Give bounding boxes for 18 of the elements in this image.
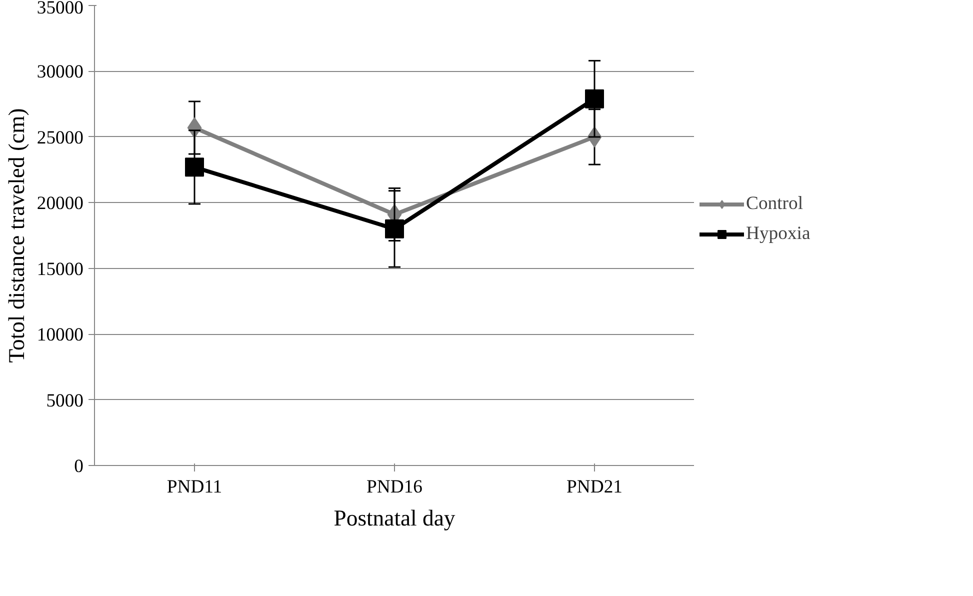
- point: [385, 219, 404, 238]
- y-tick-label: 0: [74, 456, 84, 477]
- legend-label: Control: [746, 192, 804, 214]
- point: [585, 89, 604, 108]
- y-tick-label: 20000: [36, 193, 84, 214]
- y-tick-label: 30000: [36, 62, 84, 83]
- x-tick-label: PND16: [366, 476, 422, 498]
- point: [185, 158, 204, 177]
- y-tick-label: 5000: [46, 390, 84, 412]
- y-tick-label: 25000: [36, 127, 84, 148]
- x-tick-label: PND11: [166, 476, 222, 498]
- y-tick-label: 10000: [36, 324, 84, 346]
- legend-label: Hypoxia: [746, 222, 810, 244]
- x-tick-label: PND21: [566, 476, 622, 498]
- x-axis-title: Postnatal day: [334, 506, 456, 530]
- y-tick-label: 35000: [36, 0, 84, 18]
- y-tick-label: 15000: [36, 258, 84, 280]
- y-axis-title: Totol distance traveled (cm): [4, 108, 29, 363]
